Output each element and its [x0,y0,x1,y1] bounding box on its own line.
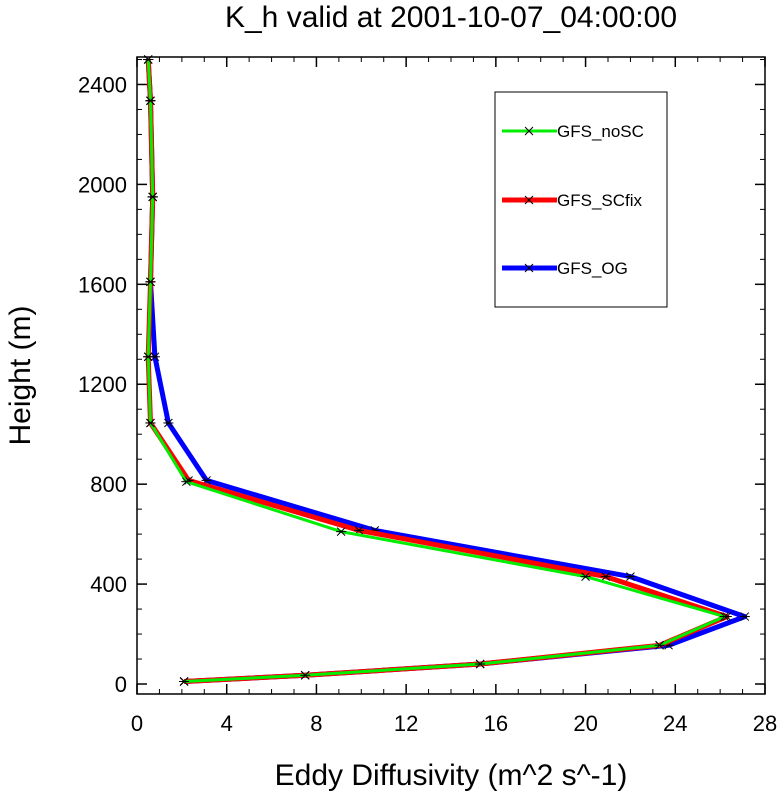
legend-marker [524,126,534,136]
y-tick-label: 1200 [78,372,127,397]
chart-title: K_h valid at 2001-10-07_04:00:00 [225,1,677,34]
x-tick-label: 12 [394,711,418,736]
axis-ticks: 0 4 8 12 16 20 24 28 0 400 800 1200 1600 2000 2400 [78,57,777,736]
legend-label: GFS_noSC [557,122,644,141]
x-tick-label: 28 [753,711,777,736]
y-tick-label: 800 [90,472,127,497]
x-tick-label: 16 [484,711,508,736]
data-point-marker [147,192,158,202]
data-point-marker [300,670,311,680]
x-tick-label: 8 [310,711,322,736]
x-tick-label: 20 [573,711,597,736]
data-point-marker [163,418,174,428]
y-tick-label: 400 [90,572,127,597]
data-point-marker [654,640,665,650]
x-axis-label: Eddy Diffusivity (m^2 s^-1) [275,759,628,792]
legend-label: GFS_OG [557,259,628,278]
y-tick-label: 0 [115,672,127,697]
y-tick-label: 2000 [78,172,127,197]
data-point-marker [600,572,611,581]
data-point-marker [179,677,190,686]
data-point-marker [145,277,156,287]
data-point-marker [739,612,750,621]
legend-marker [524,263,534,273]
legend-marker [524,195,534,205]
legend-label: GFS_SCfix [557,191,643,210]
series-line-GFS_noSC [146,59,727,683]
y-axis-label: Height (m) [4,305,37,445]
data-point-marker [625,572,636,581]
legend: GFS_noSC GFS_SCfix GFS_OG [494,91,668,308]
y-tick-label: 1600 [78,272,127,297]
x-tick-label: 24 [663,711,687,736]
data-point-marker [143,352,154,362]
x-tick-label: 4 [221,711,233,736]
data-point-marker [181,477,192,487]
y-tick-label: 2400 [78,72,127,97]
data-point-marker [145,418,156,428]
data-point-marker [719,612,730,621]
plot-frame [136,56,766,695]
data-point-marker [145,96,156,106]
series-lines [143,55,750,686]
data-point-marker [580,572,591,581]
x-tick-label: 0 [131,711,143,736]
data-point-marker [475,659,486,669]
data-point-marker [336,527,347,536]
